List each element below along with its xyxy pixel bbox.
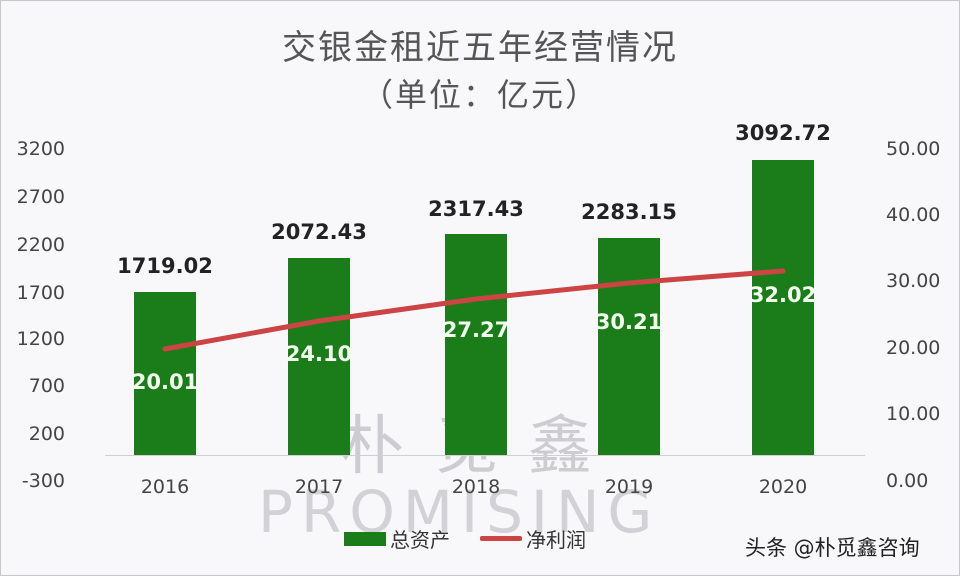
point-value-label: 27.27 [442,318,510,342]
y-right-tick: 10.00 [886,403,941,425]
y-left-tick: 2700 [16,186,65,208]
chart-subtitle: （单位：亿元） [360,76,599,114]
y-left-tick: -300 [21,470,65,492]
bar-value-label: 2283.15 [581,200,677,224]
x-tick: 2016 [140,476,190,498]
chart-title: 交银金租近五年经营情况 [282,28,678,68]
y-left-tick: 700 [28,375,65,397]
legend: 总资产 净利润 [344,524,586,553]
y-left-tick: 1700 [16,282,65,304]
point-value-label: 20.01 [131,370,199,394]
legend-label-total-assets: 总资产 [390,528,450,552]
watermark-en: PROMISING [258,478,661,546]
bar-2016 [134,292,196,455]
y-right-tick: 50.00 [886,138,941,160]
y-right-tick: 0.00 [886,470,929,492]
bar-value-label: 2317.43 [428,197,524,221]
legend-label-net-profit: 净利润 [526,528,586,552]
bar-2019 [598,238,660,455]
y-right-tick: 30.00 [886,270,941,292]
x-tick: 2018 [451,476,501,498]
source-credit: 头条 @朴觅鑫咨询 [745,536,920,560]
y-left-tick: 2200 [16,234,65,256]
y-right-tick: 40.00 [886,204,941,226]
bar-2020 [752,160,814,455]
point-value-label: 24.10 [285,342,353,366]
x-tick: 2017 [294,476,344,498]
point-value-label: 30.21 [595,310,663,334]
y-left-tick: 1200 [16,328,65,350]
y-right-tick: 20.00 [886,337,941,359]
legend-bar-swatch [344,531,386,546]
x-tick: 2020 [758,476,808,498]
y-left-tick: 3200 [16,138,65,160]
bar-2017 [288,258,350,455]
y-left-tick: 200 [28,423,65,445]
point-value-label: 32.02 [749,283,817,307]
bar-value-label: 3092.72 [735,121,831,145]
bar-2018 [445,234,507,455]
bar-value-label: 2072.43 [271,220,367,244]
x-axis-line [105,455,865,456]
x-tick: 2019 [604,476,654,498]
bar-value-label: 1719.02 [117,254,213,278]
legend-line-swatch [480,536,522,541]
